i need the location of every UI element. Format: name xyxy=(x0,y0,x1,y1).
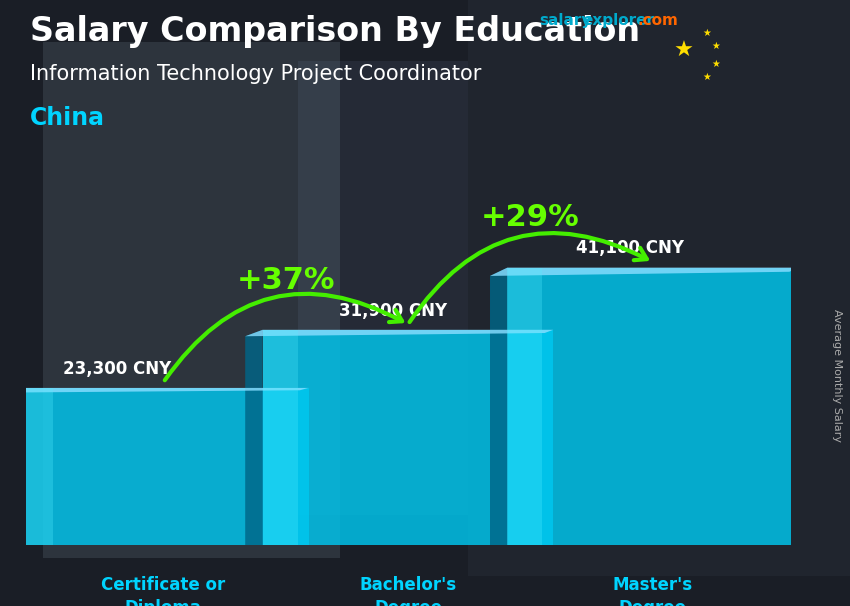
Polygon shape xyxy=(263,330,297,545)
Text: Certificate or
Diploma: Certificate or Diploma xyxy=(101,576,225,606)
Polygon shape xyxy=(263,330,553,545)
Polygon shape xyxy=(468,0,850,576)
Polygon shape xyxy=(507,268,542,545)
Polygon shape xyxy=(490,268,798,276)
Text: +37%: +37% xyxy=(236,267,335,295)
Polygon shape xyxy=(0,388,18,545)
Text: ★: ★ xyxy=(673,41,694,61)
Text: 31,900 CNY: 31,900 CNY xyxy=(338,302,447,319)
Text: explorer: explorer xyxy=(582,13,654,28)
Text: ★: ★ xyxy=(711,59,721,69)
Polygon shape xyxy=(298,61,468,515)
Text: Bachelor's
Degree: Bachelor's Degree xyxy=(360,576,456,606)
Polygon shape xyxy=(18,388,309,545)
Polygon shape xyxy=(18,388,53,545)
Text: .com: .com xyxy=(638,13,678,28)
Polygon shape xyxy=(42,42,340,558)
Polygon shape xyxy=(245,330,263,545)
Text: 23,300 CNY: 23,300 CNY xyxy=(63,360,172,378)
Text: +29%: +29% xyxy=(481,203,580,232)
Polygon shape xyxy=(245,330,553,336)
Text: Salary Comparison By Education: Salary Comparison By Education xyxy=(30,15,640,48)
Text: China: China xyxy=(30,106,105,130)
Polygon shape xyxy=(507,268,798,545)
Text: 41,100 CNY: 41,100 CNY xyxy=(575,239,684,258)
Polygon shape xyxy=(0,388,309,393)
Text: ★: ★ xyxy=(702,72,711,82)
Text: salary: salary xyxy=(540,13,592,28)
Text: Average Monthly Salary: Average Monthly Salary xyxy=(832,309,842,442)
Polygon shape xyxy=(490,268,507,545)
Text: Master's
Degree: Master's Degree xyxy=(613,576,693,606)
Text: ★: ★ xyxy=(702,28,711,38)
Text: Information Technology Project Coordinator: Information Technology Project Coordinat… xyxy=(30,64,481,84)
Text: ★: ★ xyxy=(711,41,721,52)
